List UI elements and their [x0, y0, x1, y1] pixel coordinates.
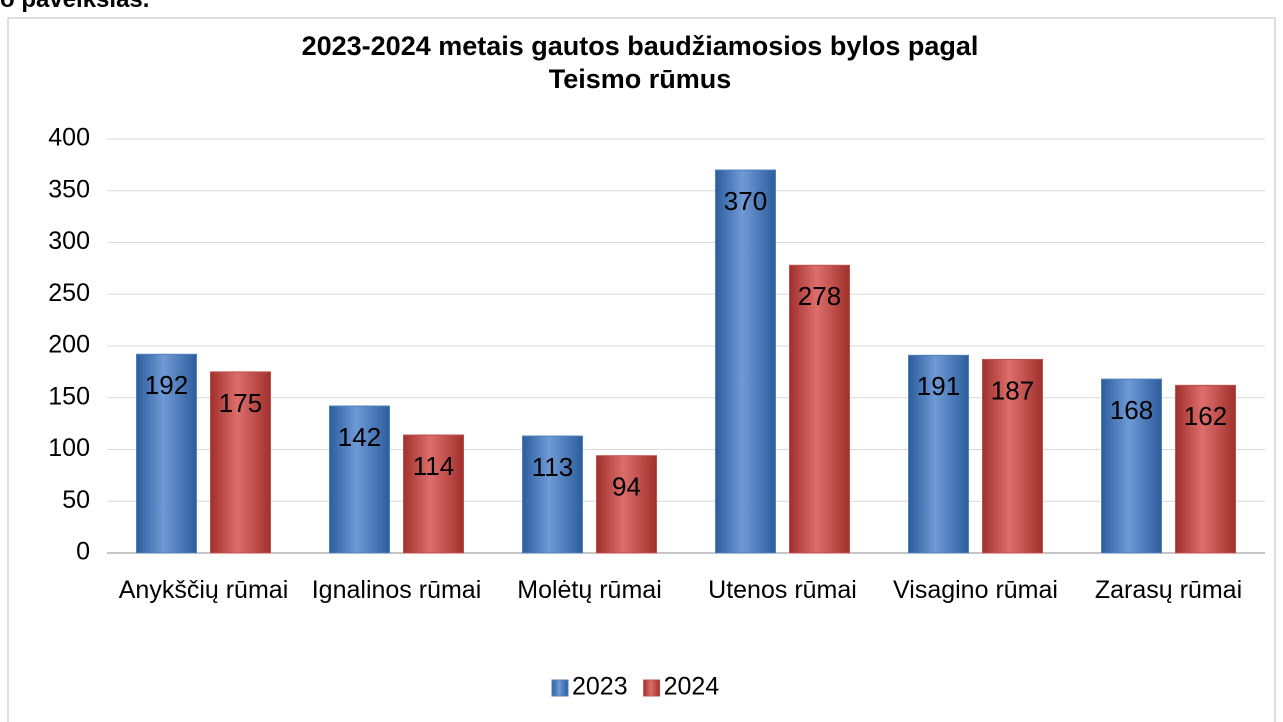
data-label: 370: [724, 186, 767, 216]
data-label: 191: [917, 371, 960, 401]
bar: [136, 353, 197, 554]
y-tick-label: 100: [48, 434, 90, 462]
bar: [329, 405, 390, 554]
data-label: 278: [798, 281, 841, 311]
bar: [522, 435, 583, 554]
data-label: 114: [413, 451, 454, 481]
bar: [1101, 378, 1162, 554]
legend-swatch: [551, 679, 569, 697]
chart-title: 2023-2024 metais gautos baudžiamosios by…: [301, 31, 979, 94]
y-tick-label: 300: [48, 227, 90, 255]
data-label: 142: [338, 422, 381, 452]
bar: [982, 358, 1043, 554]
caption: o paveikslas.: [0, 0, 149, 14]
x-tick-label: Anykščių rūmai: [118, 576, 289, 604]
bar: [1175, 384, 1236, 554]
bar: [210, 371, 271, 554]
bar: [908, 354, 969, 554]
x-tick-label: Molėtų rūmai: [517, 576, 662, 604]
x-tick-label: Zarasų rūmai: [1094, 576, 1243, 604]
bar: [403, 434, 464, 554]
data-label: 94: [612, 472, 641, 502]
data-label: 113: [532, 452, 573, 482]
bar: [789, 264, 850, 554]
data-label: 168: [1110, 395, 1153, 425]
legend-swatch: [643, 679, 661, 697]
y-tick-label: 50: [62, 486, 90, 514]
y-tick-label: 200: [48, 331, 90, 359]
bar: [596, 455, 657, 554]
x-tick-label: Utenos rūmai: [708, 576, 857, 604]
y-tick-label: 400: [48, 124, 90, 152]
y-tick-label: 150: [48, 382, 90, 410]
y-tick-label: 250: [48, 279, 90, 307]
x-tick-label: Ignalinos rūmai: [311, 576, 482, 604]
chart-border: [7, 17, 1276, 722]
y-tick-label: 350: [48, 175, 90, 203]
bar: [715, 169, 776, 554]
y-tick-label: 0: [76, 538, 90, 566]
x-tick-label: Visagino rūmai: [893, 576, 1058, 604]
legend-label: 2024: [664, 673, 720, 701]
data-label: 175: [219, 388, 262, 418]
data-label: 187: [991, 375, 1034, 405]
legend-label: 2023: [572, 673, 628, 701]
data-label: 162: [1184, 401, 1227, 431]
data-label: 192: [145, 370, 188, 400]
